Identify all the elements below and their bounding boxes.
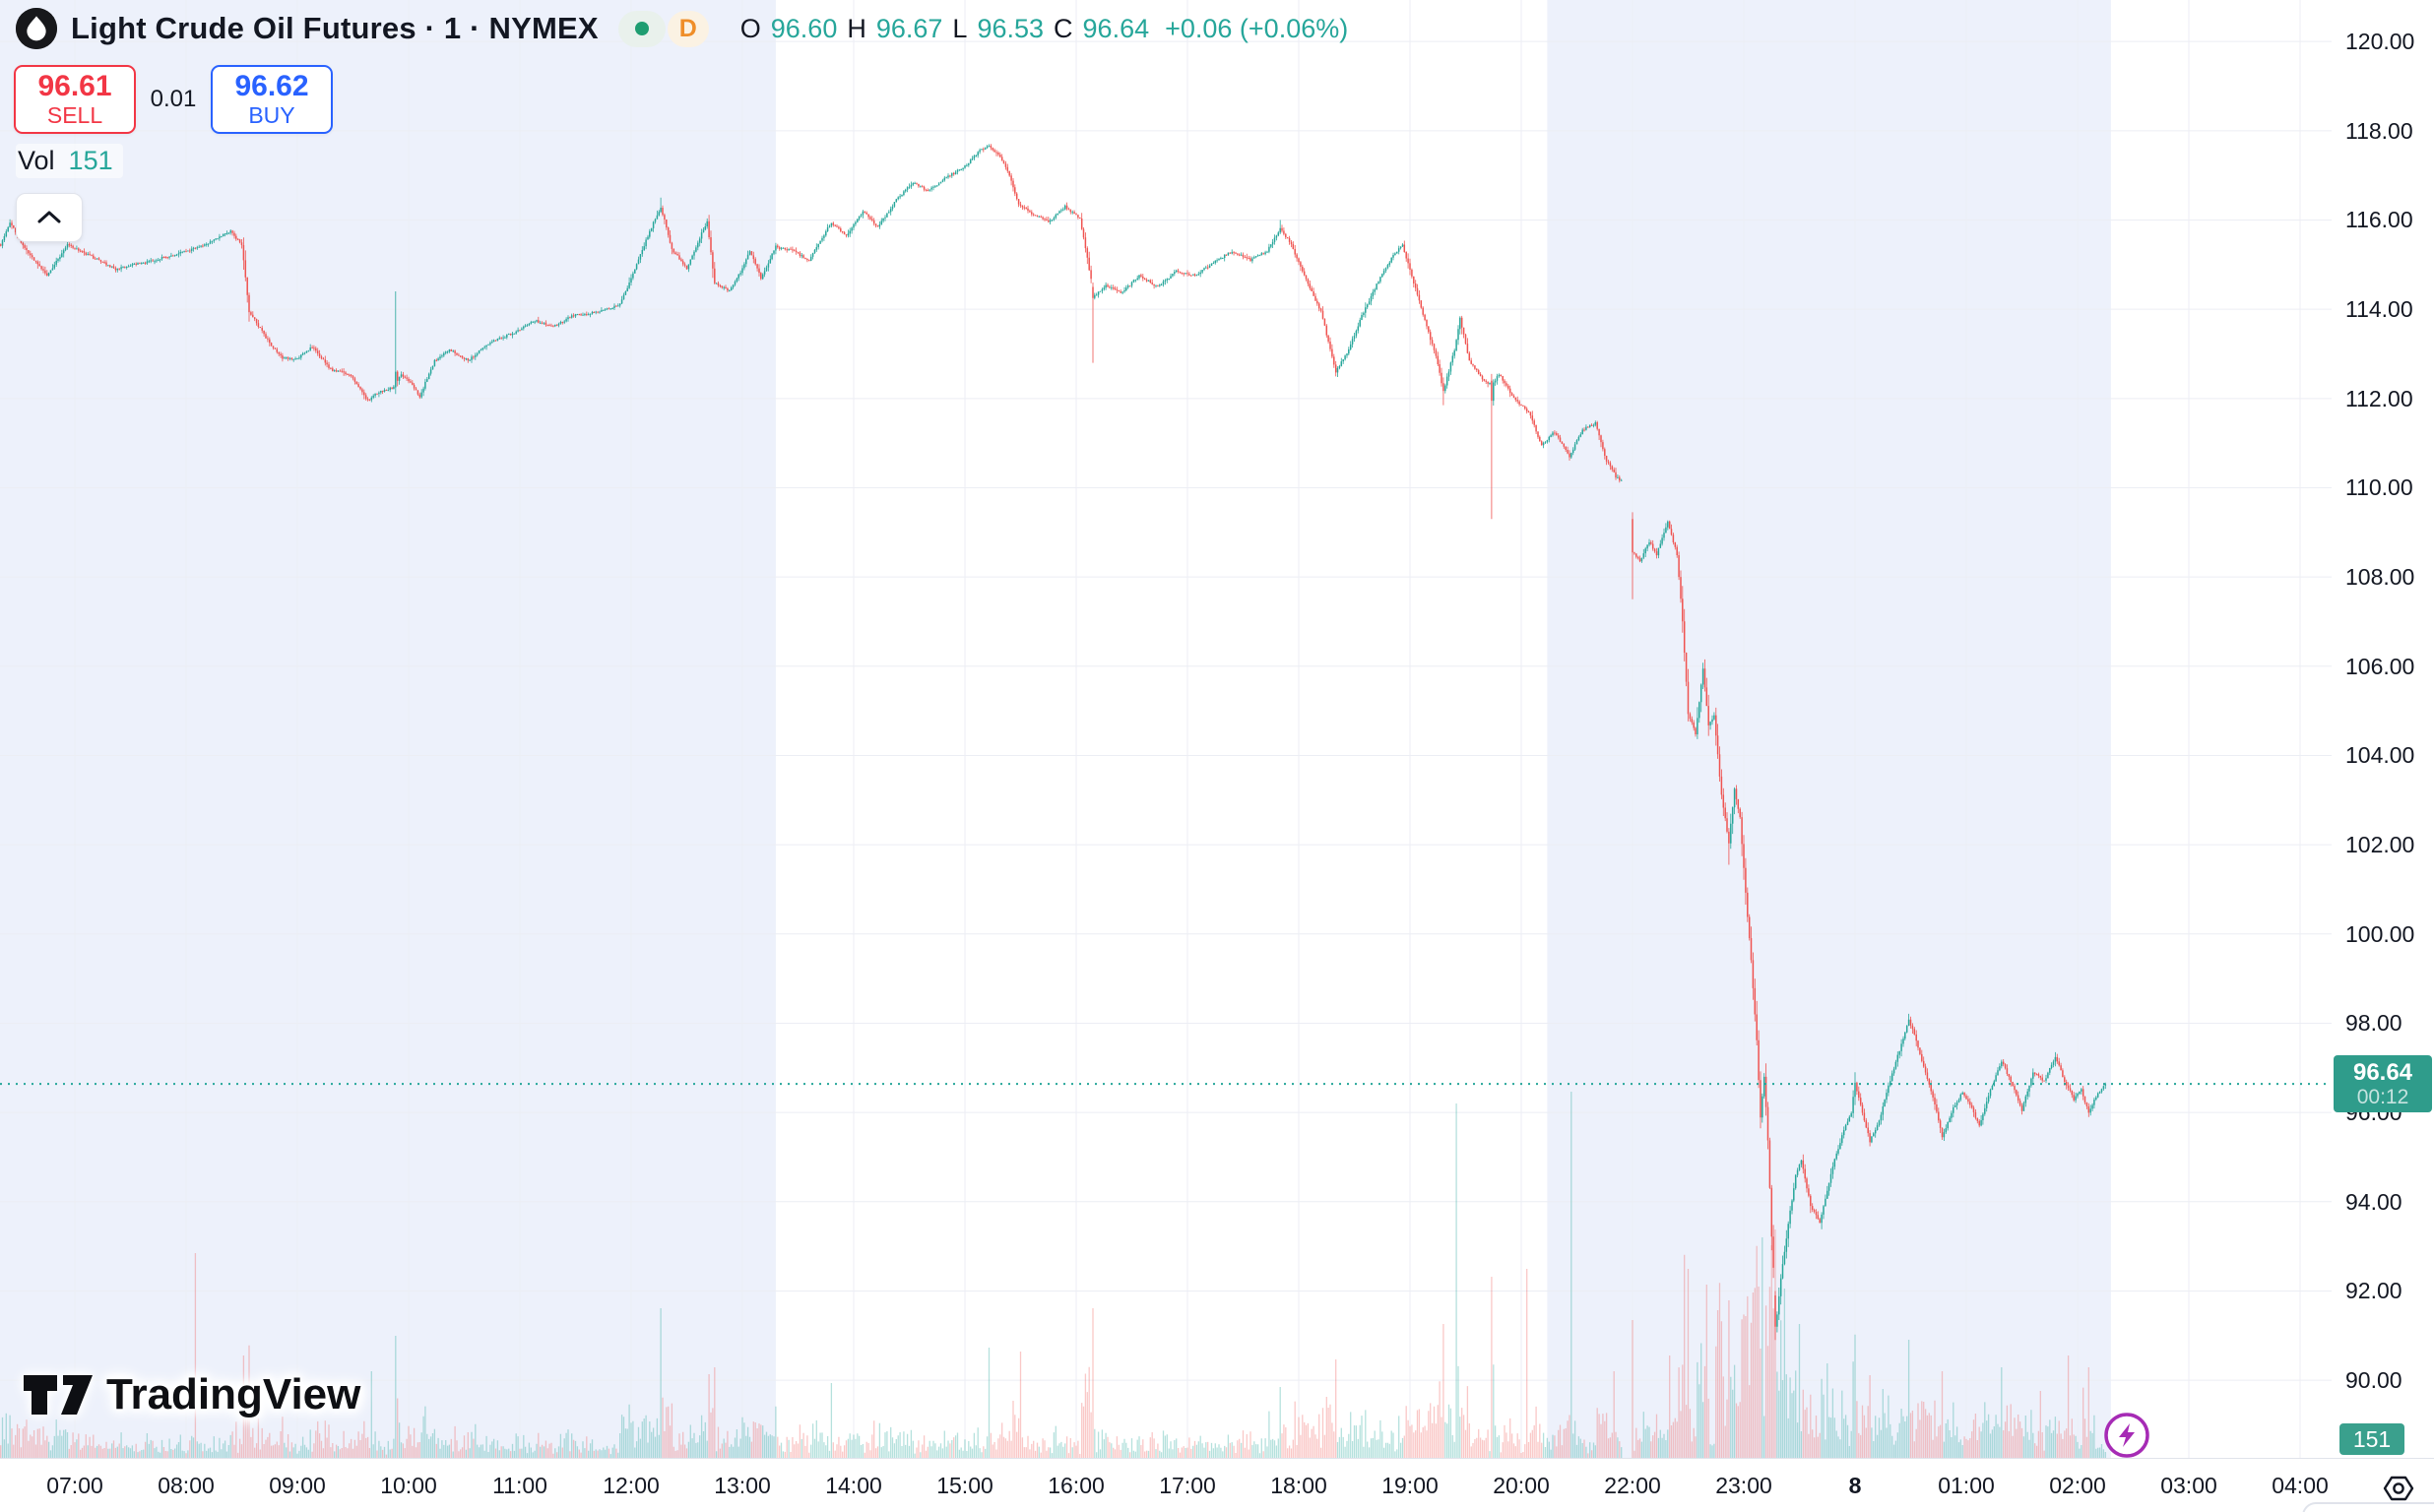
- close-label: C: [1054, 13, 1073, 43]
- time-tick-label: 8: [1848, 1473, 1862, 1498]
- time-tick-label: 13:00: [714, 1473, 771, 1498]
- sell-button[interactable]: 96.61 SELL: [14, 65, 136, 134]
- buy-label: BUY: [248, 102, 295, 128]
- price-tick-label: 110.00: [2345, 474, 2413, 501]
- time-axis[interactable]: 07:00 08:00 09:00 10:00 11:00 12:00 13:00 14:00…: [0, 1458, 2434, 1512]
- time-tick-label: 20:00: [1493, 1473, 1550, 1498]
- time-tick-label: 07:00: [46, 1473, 103, 1498]
- price-tick-label: 104.00: [2345, 742, 2415, 769]
- price-tick-label: 92.00: [2345, 1278, 2402, 1304]
- high-label: H: [847, 13, 866, 43]
- time-tick-label: 09:00: [269, 1473, 326, 1498]
- buy-button[interactable]: 96.62 BUY: [211, 65, 333, 134]
- high-value: 96.67: [875, 13, 943, 43]
- oil-drop-icon: [16, 8, 57, 49]
- last-price-value: 96.64: [2352, 1059, 2413, 1087]
- price-tick-label: 120.00: [2345, 29, 2415, 55]
- time-tick-label: 14:00: [825, 1473, 882, 1498]
- last-price-badge: 96.64 00:12: [2334, 1055, 2432, 1113]
- order-panel: 96.61 SELL 0.01 96.62 BUY: [14, 65, 333, 134]
- price-tick-label: 102.00: [2345, 832, 2415, 858]
- price-tick-label: 116.00: [2345, 207, 2413, 233]
- sell-price: 96.61: [37, 70, 112, 102]
- candle-bodies-down: [0, 146, 2090, 1327]
- session-band: [0, 0, 776, 1458]
- price-tick-label: 98.00: [2345, 1010, 2402, 1037]
- close-value: 96.64: [1082, 13, 1150, 43]
- tradingview-logo-icon: [24, 1375, 93, 1415]
- candle-bodies-up: [1, 146, 2107, 1327]
- price-tick-label: 106.00: [2345, 653, 2415, 679]
- low-label: L: [952, 13, 968, 43]
- price-tick-label: 108.00: [2345, 564, 2415, 591]
- instant-order-lightning-button[interactable]: [2103, 1412, 2150, 1464]
- price-tick-label: 118.00: [2345, 117, 2413, 144]
- session-band: [1547, 0, 2111, 1458]
- market-status-pill: [617, 10, 666, 47]
- price-tick-label: 112.00: [2345, 385, 2413, 411]
- lightning-icon: [2104, 1413, 2149, 1458]
- ohlc-legend: O 96.60 H 96.67 L 96.53 C 96.64 +0.06 (+0.06…: [740, 14, 1349, 44]
- price-tick-label: 114.00: [2345, 296, 2413, 323]
- volume-bars-up: [1, 1092, 2106, 1458]
- time-tick-label: 04:00: [2272, 1473, 2329, 1498]
- time-tick-label: 17:00: [1159, 1473, 1216, 1498]
- volume-value: 151: [68, 146, 113, 175]
- collapse-panel-button[interactable]: [16, 193, 83, 242]
- tradingview-watermark-text: TradingView: [106, 1370, 361, 1418]
- symbol-title[interactable]: Light Crude Oil Futures · 1 · NYMEX: [71, 11, 599, 45]
- price-tick-label: 90.00: [2345, 1367, 2402, 1394]
- price-tick-label: 94.00: [2345, 1188, 2402, 1215]
- open-value: 96.60: [770, 13, 838, 43]
- timeframe-badge[interactable]: D: [667, 10, 709, 47]
- volume-label: Vol: [18, 146, 55, 175]
- low-value: 96.53: [977, 13, 1045, 43]
- time-tick-label: 02:00: [2049, 1473, 2106, 1498]
- chevron-up-icon: [37, 211, 61, 223]
- price-tick-label: 100.00: [2345, 920, 2415, 947]
- buy-price: 96.62: [234, 70, 309, 102]
- time-tick-label: 03:00: [2160, 1473, 2217, 1498]
- time-tick-label: 11:00: [492, 1473, 547, 1498]
- change-value: +0.06 (+0.06%): [1165, 13, 1349, 43]
- time-tick-label: 22:00: [1604, 1473, 1661, 1498]
- time-tick-label: 18:00: [1270, 1473, 1327, 1498]
- time-tick-label: 19:00: [1381, 1473, 1439, 1498]
- time-tick-label: 01:00: [1938, 1473, 1995, 1498]
- volume-indicator-legend[interactable]: Vol 151: [16, 144, 123, 178]
- price-axis[interactable]: 120.00 118.00 116.00 114.00 112.00 110.00 108.…: [2332, 0, 2434, 1458]
- open-label: O: [739, 13, 761, 43]
- time-tick-label: 15:00: [936, 1473, 993, 1498]
- volume-axis-badge: 151: [2339, 1423, 2404, 1455]
- time-tick-label: 16:00: [1048, 1473, 1105, 1498]
- time-tick-label: 12:00: [603, 1473, 660, 1498]
- spread-value: 0.01: [150, 86, 197, 112]
- time-tick-label: 08:00: [158, 1473, 215, 1498]
- bar-countdown: 00:12: [2356, 1086, 2409, 1109]
- chart-plot-area[interactable]: [0, 0, 2332, 1458]
- tradingview-watermark[interactable]: TradingView: [22, 1370, 360, 1419]
- axis-settings-gear-icon[interactable]: [2381, 1471, 2416, 1511]
- volume-bars-down: [0, 1229, 2089, 1458]
- sell-label: SELL: [46, 102, 103, 128]
- time-tick-label: 23:00: [1715, 1473, 1772, 1498]
- time-tick-label: 10:00: [380, 1473, 437, 1498]
- market-status-dot: [634, 22, 649, 35]
